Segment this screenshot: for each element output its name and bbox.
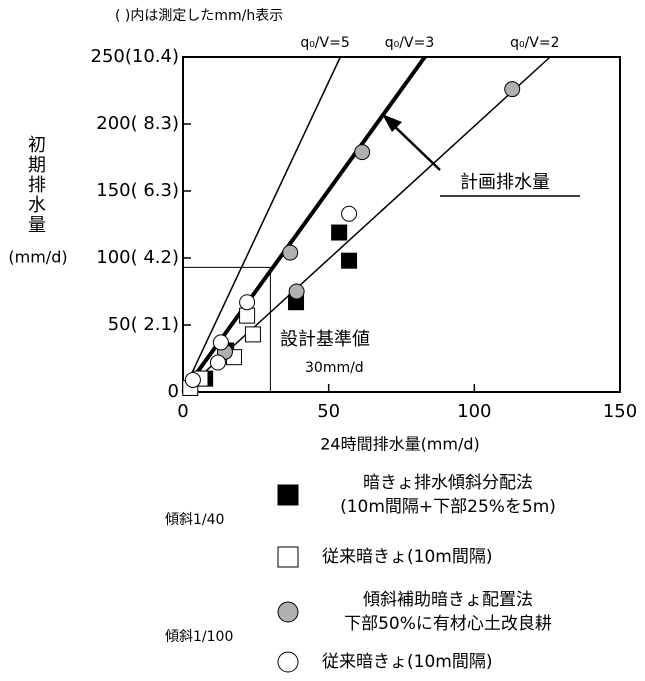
x-tick-label: 100 xyxy=(457,401,491,422)
data-point xyxy=(354,144,371,161)
data-point xyxy=(239,294,256,311)
legend-marker xyxy=(277,484,299,506)
x-tick-label: 0 xyxy=(177,401,188,422)
legend-marker xyxy=(277,546,299,568)
data-point xyxy=(504,81,521,98)
data-point xyxy=(288,283,305,300)
y-tick-label: 50( 2.1) xyxy=(108,314,179,335)
arrowhead xyxy=(382,114,402,132)
legend-label: 傾斜補助暗きょ配置法 xyxy=(363,590,533,610)
x-axis-label: 24時間排水量(mm/d) xyxy=(320,435,480,454)
plan-label: 計画排水量 xyxy=(460,172,550,193)
x-tick-label: 150 xyxy=(603,401,637,422)
y-axis-unit: (mm/d) xyxy=(8,248,67,267)
y-tick-label: 200( 8.3) xyxy=(96,113,179,134)
design-value: 30mm/d xyxy=(305,360,364,376)
y-tick-label: 0 xyxy=(168,381,179,402)
group-label: 傾斜1/40 xyxy=(165,512,224,528)
arrow xyxy=(389,121,441,171)
legend-label: 従来暗きょ(10m間隔) xyxy=(322,652,492,672)
legend-marker xyxy=(277,651,299,673)
design-label: 設計基準値 xyxy=(280,329,370,350)
y-tick-label: 150( 6.3) xyxy=(96,180,179,201)
note: ( )内は測定したmm/h表示 xyxy=(115,8,283,24)
y-tick-label: 250(10.4) xyxy=(91,46,179,67)
ratio-line xyxy=(182,56,551,393)
legend-label: (10m間隔+下部25%を5m) xyxy=(340,497,556,517)
data-point xyxy=(184,371,201,388)
data-point xyxy=(282,244,299,261)
plot-frame xyxy=(182,56,621,393)
ratio-label: q₀/V=2 xyxy=(510,35,559,51)
y-tick-label: 100( 4.2) xyxy=(96,247,179,268)
ratio-label: q₀/V=3 xyxy=(385,35,434,51)
data-point xyxy=(341,205,358,222)
data-point xyxy=(209,354,226,371)
legend-label: 下部50%に有材心土改良耕 xyxy=(344,614,552,634)
legend-marker xyxy=(277,601,299,623)
y-axis-label: 初期排水量 xyxy=(25,135,46,235)
ratio-line xyxy=(182,56,341,393)
data-point xyxy=(331,224,348,241)
data-point xyxy=(212,334,229,351)
x-tick-label: 50 xyxy=(317,401,340,422)
data-point xyxy=(239,307,256,324)
data-point xyxy=(244,326,261,343)
legend-label: 従来暗きょ(10m間隔) xyxy=(322,547,492,567)
data-point xyxy=(341,252,358,269)
ratio-label: q₀/V=5 xyxy=(300,35,349,51)
legend-label: 暗きょ排水傾斜分配法 xyxy=(363,473,533,493)
group-label: 傾斜1/100 xyxy=(165,629,233,645)
